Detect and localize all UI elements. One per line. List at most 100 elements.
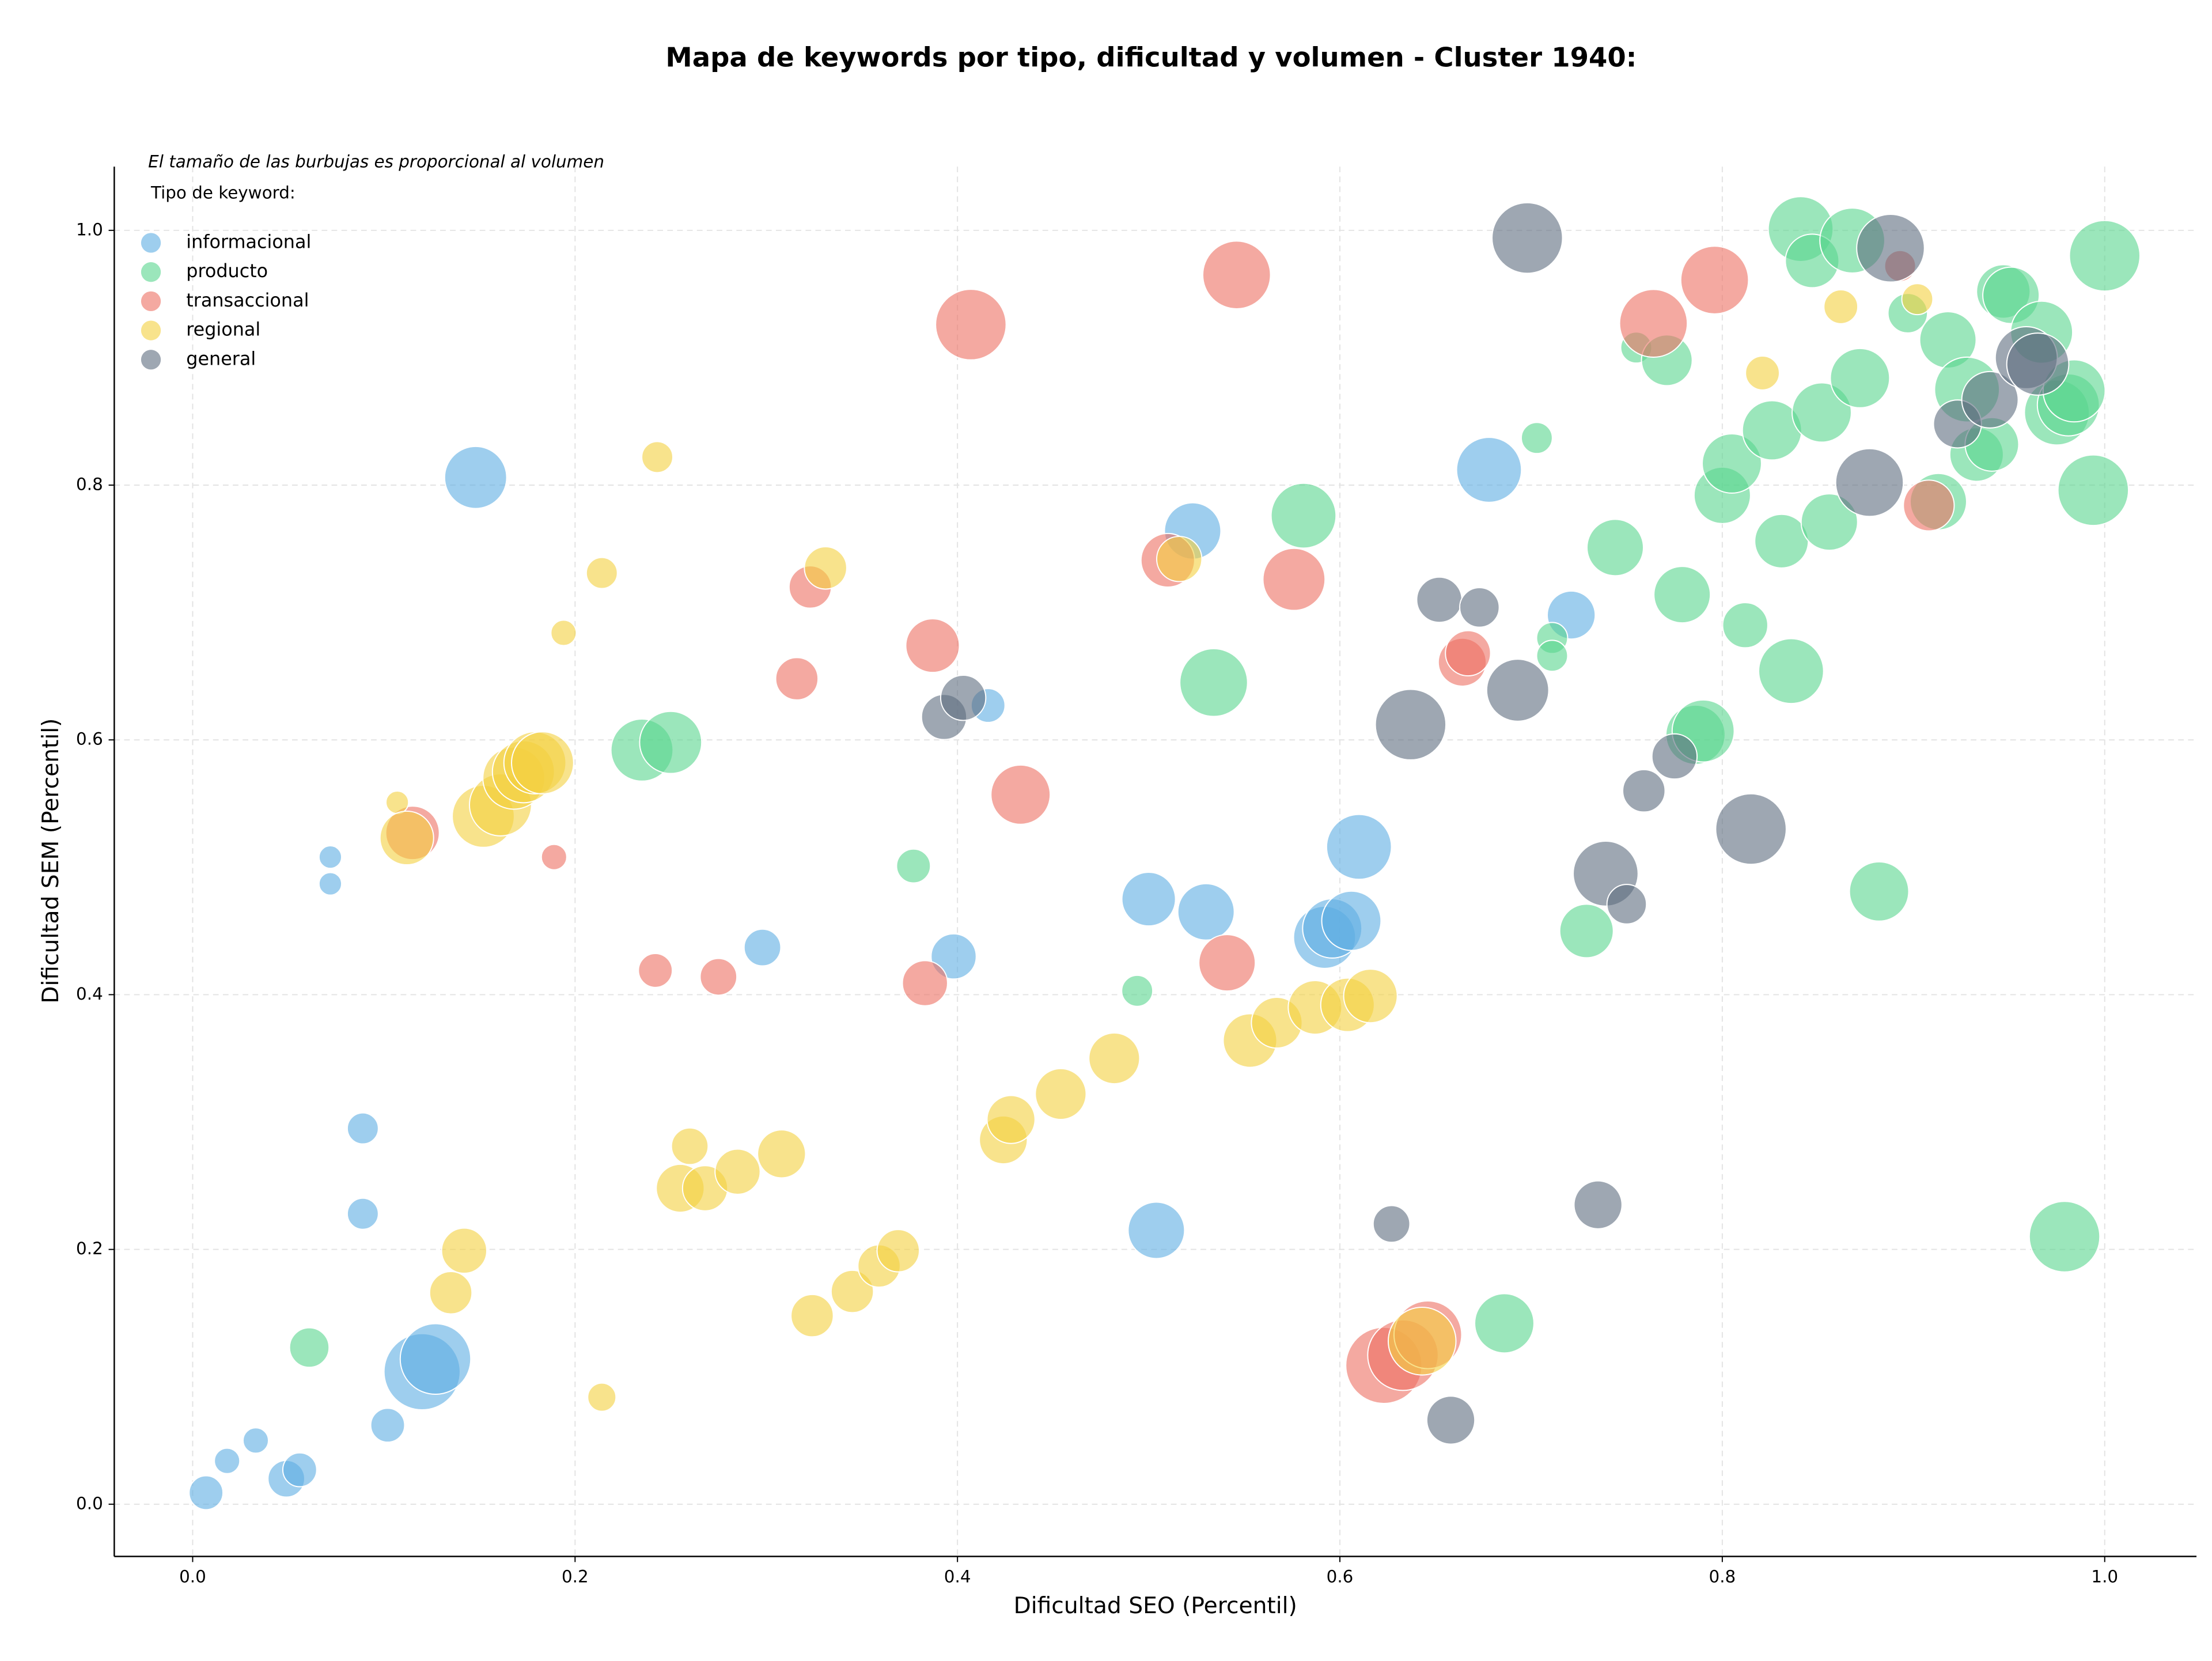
legend-label: general: [186, 347, 256, 369]
note: El tamaño de las burbujas es proporciona…: [148, 152, 604, 171]
legend-label: regional: [186, 319, 260, 340]
bubble: [930, 933, 977, 980]
bubble: [671, 1127, 709, 1166]
bubble: [1800, 493, 1858, 551]
bubble: [935, 289, 1007, 361]
bubble: [318, 872, 343, 896]
bubble: [282, 1452, 317, 1488]
bubble: [743, 928, 782, 967]
bubble: [1622, 769, 1666, 813]
bubble: [540, 843, 567, 871]
bubble: [1536, 640, 1569, 672]
bubble: [441, 1227, 487, 1274]
bubble: [1121, 872, 1176, 927]
bubble: [1715, 793, 1787, 865]
bubble: [1179, 648, 1248, 717]
bubble: [587, 1382, 617, 1412]
x-tick-label: 1.0: [2091, 1567, 2118, 1587]
bubble: [1416, 576, 1463, 623]
bubble: [1823, 289, 1859, 324]
bubble: [1372, 1205, 1411, 1243]
legend-title: Tipo de keyword:: [150, 183, 296, 202]
bubble: [1758, 638, 1824, 705]
bubble: [990, 764, 1051, 825]
bubble: [1474, 1293, 1535, 1354]
bubble: [639, 710, 703, 774]
bubble: [1321, 890, 1382, 951]
bubble: [986, 1095, 1036, 1144]
bubble: [1680, 245, 1749, 315]
bubble: [1745, 355, 1780, 391]
y-tick-label: 0.4: [76, 984, 103, 1004]
bubble: [790, 1293, 834, 1338]
bubble: [1491, 202, 1563, 274]
bubble: [1387, 1307, 1457, 1376]
bubble: [1653, 566, 1711, 624]
bubble: [346, 1197, 379, 1230]
bubble: [1156, 536, 1203, 582]
bubble: [1520, 422, 1553, 455]
bubble: [385, 790, 410, 815]
bubble: [1486, 659, 1550, 722]
bubble: [2006, 332, 2070, 396]
bubble: [1088, 1032, 1141, 1085]
bubble: [1754, 513, 1809, 569]
bubble: [346, 1112, 379, 1145]
bubble: [804, 546, 847, 590]
y-tick-label: 1.0: [76, 220, 103, 239]
bubble: [1270, 482, 1337, 549]
bubble: [1426, 1395, 1476, 1445]
bubble: [188, 1475, 224, 1511]
bubble: [550, 619, 577, 646]
legend-marker: [141, 233, 161, 253]
x-tick-label: 0.0: [179, 1567, 206, 1587]
bubble: [399, 1323, 472, 1395]
bubble: [242, 1427, 270, 1454]
bubble: [714, 1148, 761, 1195]
bubble: [1121, 974, 1154, 1007]
bubble: [511, 731, 574, 794]
legend-label: producto: [186, 260, 268, 282]
bubble: [1651, 733, 1698, 780]
bubble: [1374, 688, 1447, 760]
bubble: [896, 848, 931, 884]
bubble: [318, 845, 343, 869]
bubble: [585, 557, 618, 589]
bubble: [876, 1229, 920, 1273]
legend-label: informacional: [186, 231, 311, 253]
bubble: [1177, 883, 1235, 941]
bubble: [1445, 630, 1491, 677]
y-tick-label: 0.8: [76, 475, 103, 494]
y-tick-label: 0.0: [76, 1493, 103, 1513]
bubble: [1262, 547, 1326, 611]
bubble: [1573, 1180, 1623, 1229]
legend-marker: [141, 320, 161, 340]
bubble: [940, 675, 987, 721]
bubble: [641, 441, 673, 474]
bubble: [1456, 437, 1522, 503]
bubble: [1035, 1068, 1087, 1120]
bubble: [370, 1408, 406, 1443]
y-tick-label: 0.2: [76, 1239, 103, 1258]
bubble: [638, 953, 673, 988]
bubble: [1903, 479, 1955, 532]
bubble: [1459, 587, 1500, 628]
bubble: [1961, 370, 2019, 429]
bubble: [444, 445, 507, 509]
y-axis-label: Dificultad SEM (Percentil): [38, 718, 64, 1004]
bubble: [1343, 968, 1398, 1024]
bubble: [1722, 602, 1768, 649]
bubble: [289, 1327, 330, 1368]
bubble: [1702, 433, 1762, 494]
bubble: [1619, 289, 1688, 358]
bubble: [214, 1447, 241, 1474]
bubble: [1791, 382, 1852, 443]
bubble: [905, 618, 960, 674]
y-tick-label: 0.6: [76, 729, 103, 749]
x-axis-label: Dificultad SEO (Percentil): [1014, 1593, 1297, 1619]
bubble: [1325, 814, 1392, 880]
x-tick-label: 0.4: [944, 1567, 971, 1587]
chart-title: Mapa de keywords por tipo, dificultad y …: [665, 42, 1637, 73]
